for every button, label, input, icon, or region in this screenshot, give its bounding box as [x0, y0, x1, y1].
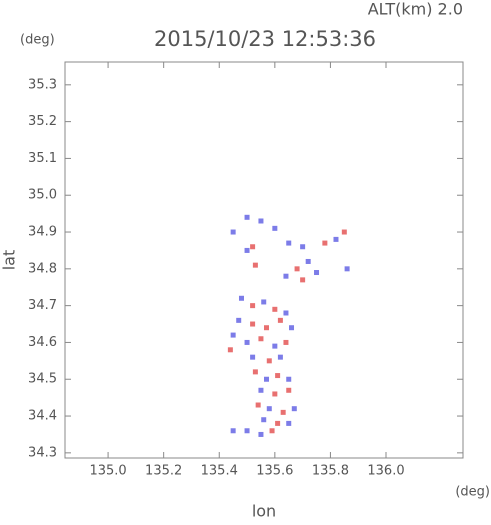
echo-point: [286, 420, 292, 426]
echo-point: [283, 310, 289, 316]
echo-point: [244, 214, 250, 220]
echo-point: [314, 270, 320, 276]
echo-point: [230, 229, 236, 235]
echo-point: [286, 376, 292, 382]
echo-point: [264, 376, 270, 382]
echo-point: [258, 336, 264, 342]
echo-point: [261, 417, 267, 423]
echo-point: [258, 387, 264, 393]
echo-point: [277, 354, 283, 360]
echo-point: [344, 266, 350, 272]
plot-frame: [64, 61, 464, 459]
echo-point: [280, 409, 286, 415]
y-tick-label: 34.3: [28, 445, 57, 460]
echo-point: [258, 431, 264, 437]
echo-point: [236, 317, 242, 323]
echo-point: [275, 420, 281, 426]
echo-point: [252, 262, 258, 268]
echo-point: [286, 240, 292, 246]
echo-point: [283, 273, 289, 279]
echo-point: [300, 277, 306, 283]
echo-point: [289, 325, 295, 331]
echo-point: [266, 406, 272, 412]
echo-point: [275, 373, 281, 379]
x-unit: (deg): [455, 485, 490, 500]
y-tick-label: 34.6: [28, 335, 57, 350]
echo-point: [272, 306, 278, 312]
y-tick-label: 35.3: [28, 77, 57, 92]
echo-point: [227, 347, 233, 353]
x-tick-label: 135.8: [312, 464, 349, 479]
x-axis-label: lon: [252, 502, 276, 521]
echo-point: [244, 428, 250, 434]
echo-point: [286, 387, 292, 393]
echo-point: [230, 428, 236, 434]
y-unit: (deg): [20, 33, 55, 48]
echo-point: [333, 236, 339, 242]
x-tick-label: 135.2: [145, 464, 182, 479]
x-tick-label: 136.0: [367, 464, 404, 479]
x-tick-label: 135.4: [201, 464, 238, 479]
y-tick-label: 35.0: [28, 188, 57, 203]
echo-point: [300, 244, 306, 250]
chart-title: 2015/10/23 12:53:36: [154, 27, 376, 51]
y-tick-label: 34.7: [28, 298, 57, 313]
echo-point: [322, 240, 328, 246]
echo-point: [250, 244, 256, 250]
x-tick-label: 135.0: [89, 464, 126, 479]
echo-point: [283, 339, 289, 345]
echo-point: [341, 229, 347, 235]
echo-point: [291, 406, 297, 412]
echo-point: [250, 354, 256, 360]
y-tick-label: 34.9: [28, 225, 57, 240]
echo-point: [255, 402, 261, 408]
y-tick-label: 35.1: [28, 151, 57, 166]
y-axis-label: lat: [0, 250, 19, 271]
x-tick-label: 135.6: [256, 464, 293, 479]
echo-point: [272, 391, 278, 397]
echo-point: [272, 343, 278, 349]
y-tick-label: 34.5: [28, 372, 57, 387]
echo-point: [266, 358, 272, 364]
y-tick-label: 34.4: [28, 409, 57, 424]
echo-point: [277, 317, 283, 323]
echo-point: [272, 225, 278, 231]
echo-point: [244, 247, 250, 253]
altitude: ALT(km) 2.0: [368, 0, 463, 19]
echo-point: [230, 332, 236, 338]
echo-point: [294, 266, 300, 272]
echo-point: [238, 295, 244, 301]
echo-point: [252, 369, 258, 375]
echo-point: [269, 428, 275, 434]
echo-point: [250, 303, 256, 309]
echo-point: [258, 218, 264, 224]
echo-point: [264, 325, 270, 331]
y-tick-label: 35.2: [28, 114, 57, 129]
echo-point: [305, 258, 311, 264]
echo-point: [250, 321, 256, 327]
echo-point: [261, 299, 267, 305]
echo-point: [244, 339, 250, 345]
y-tick-label: 34.8: [28, 261, 57, 276]
